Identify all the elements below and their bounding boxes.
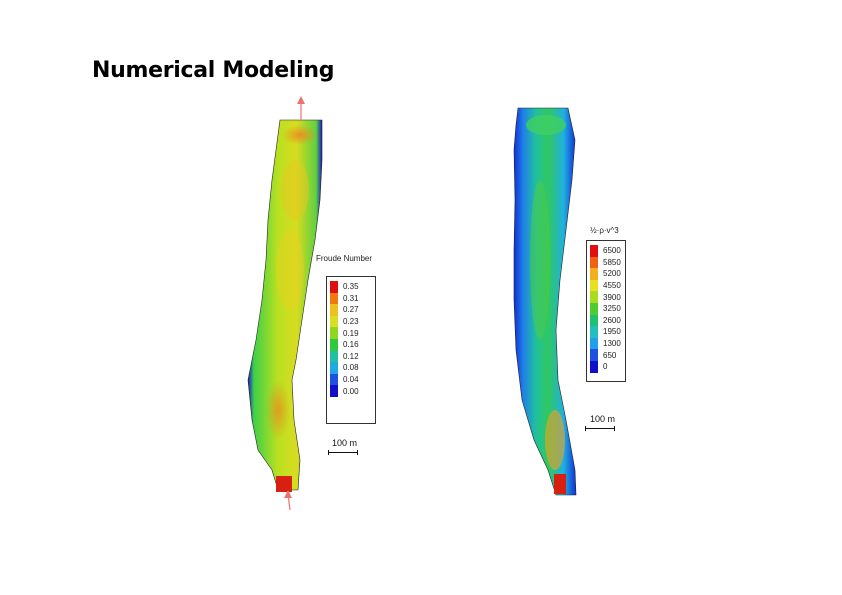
froude-legend-value: 0.31 [343, 293, 359, 303]
power-legend-swatch [590, 279, 598, 292]
power-legend-value: 4550 [603, 281, 621, 291]
froude-legend-title: Froude Number [316, 254, 373, 263]
power-legend-row: 650 [590, 349, 625, 361]
power-legend-swatch [590, 337, 598, 350]
stream-power-map [513, 107, 577, 496]
froude-legend-swatch [330, 327, 338, 339]
power-legend-swatch [590, 314, 598, 327]
froude-legend-row: 0.27 [330, 304, 375, 316]
froude-legend-value: 0.08 [343, 363, 359, 373]
power-legend-swatch [590, 349, 598, 361]
power-legend-row: 4550 [590, 279, 625, 292]
froude-legend-value: 0.00 [343, 386, 359, 396]
power-legend-swatch [590, 256, 598, 269]
froude-legend-row: 0.23 [330, 315, 375, 328]
froude-legend-swatch [330, 292, 338, 305]
froude-legend-row: 0.19 [330, 327, 375, 339]
froude-legend-swatch [330, 281, 338, 293]
power-legend-row: 3250 [590, 302, 625, 315]
froude-legend-swatch [330, 304, 338, 316]
froude-scale-label: 100 m [332, 438, 358, 448]
power-scale-bar [585, 428, 615, 429]
power-legend-title: ½·ρ·v^3 [590, 226, 619, 235]
power-legend-row: 6500 [590, 245, 625, 257]
power-legend-swatch [590, 326, 598, 338]
froude-legend-row: 0.16 [330, 338, 375, 351]
froude-legend-value: 0.04 [343, 375, 359, 385]
power-legend-value: 2600 [603, 315, 621, 325]
power-legend-row: 3900 [590, 291, 625, 303]
power-legend-swatch [590, 302, 598, 315]
power-legend-row: 2600 [590, 314, 625, 327]
froude-scale-tick-right [357, 450, 358, 455]
froude-scale-bar [328, 452, 358, 453]
power-legend-swatch [590, 360, 598, 373]
froude-legend-swatch [330, 315, 338, 328]
froude-legend-row: 0.04 [330, 373, 375, 386]
power-legend-swatch [590, 291, 598, 303]
power-legend-row: 1300 [590, 337, 625, 350]
froude-legend-value: 0.27 [343, 305, 359, 315]
power-scale-tick-left [585, 426, 586, 431]
power-legend-value: 0 [603, 362, 608, 372]
power-legend-value: 6500 [603, 246, 621, 256]
froude-legend-value: 0.19 [343, 328, 359, 338]
power-legend-value: 5200 [603, 269, 621, 279]
froude-legend-row: 0.00 [330, 385, 375, 397]
froude-map [247, 96, 323, 511]
froude-legend-swatch [330, 385, 338, 397]
froude-legend-value: 0.35 [343, 282, 359, 292]
power-legend-value: 650 [603, 350, 617, 360]
froude-legend-swatch [330, 350, 338, 363]
slide-title: Numerical Modeling [92, 58, 335, 83]
froude-legend-row: 0.35 [330, 281, 375, 293]
froude-legend-row: 0.12 [330, 350, 375, 363]
froude-scale-tick-left [328, 450, 329, 455]
power-scale-label: 100 m [590, 414, 616, 424]
froude-legend-row: 0.08 [330, 362, 375, 374]
froude-legend-swatch [330, 373, 338, 386]
power-legend-swatch [590, 268, 598, 280]
power-legend-row: 5850 [590, 256, 625, 269]
power-legend-row: 0 [590, 360, 625, 373]
power-legend-value: 5850 [603, 257, 621, 267]
froude-legend: 0.35 0.31 0.27 0.23 0.19 0.16 0.12 0.08 0.04 0.00 [326, 276, 376, 424]
power-legend-row: 5200 [590, 268, 625, 280]
power-legend-value: 1300 [603, 339, 621, 349]
power-legend-value: 3250 [603, 304, 621, 314]
power-legend-swatch [590, 245, 598, 257]
froude-legend-swatch [330, 362, 338, 374]
power-scale-tick-right [614, 426, 615, 431]
froude-legend-value: 0.12 [343, 351, 359, 361]
power-legend-row: 1950 [590, 326, 625, 338]
power-legend: 6500 5850 5200 4550 3900 3250 2600 1950 1300 650 0 [586, 240, 626, 382]
froude-legend-value: 0.16 [343, 340, 359, 350]
power-legend-value: 1950 [603, 327, 621, 337]
power-legend-value: 3900 [603, 292, 621, 302]
froude-legend-swatch [330, 338, 338, 351]
froude-legend-row: 0.31 [330, 292, 375, 305]
froude-legend-value: 0.23 [343, 317, 359, 327]
